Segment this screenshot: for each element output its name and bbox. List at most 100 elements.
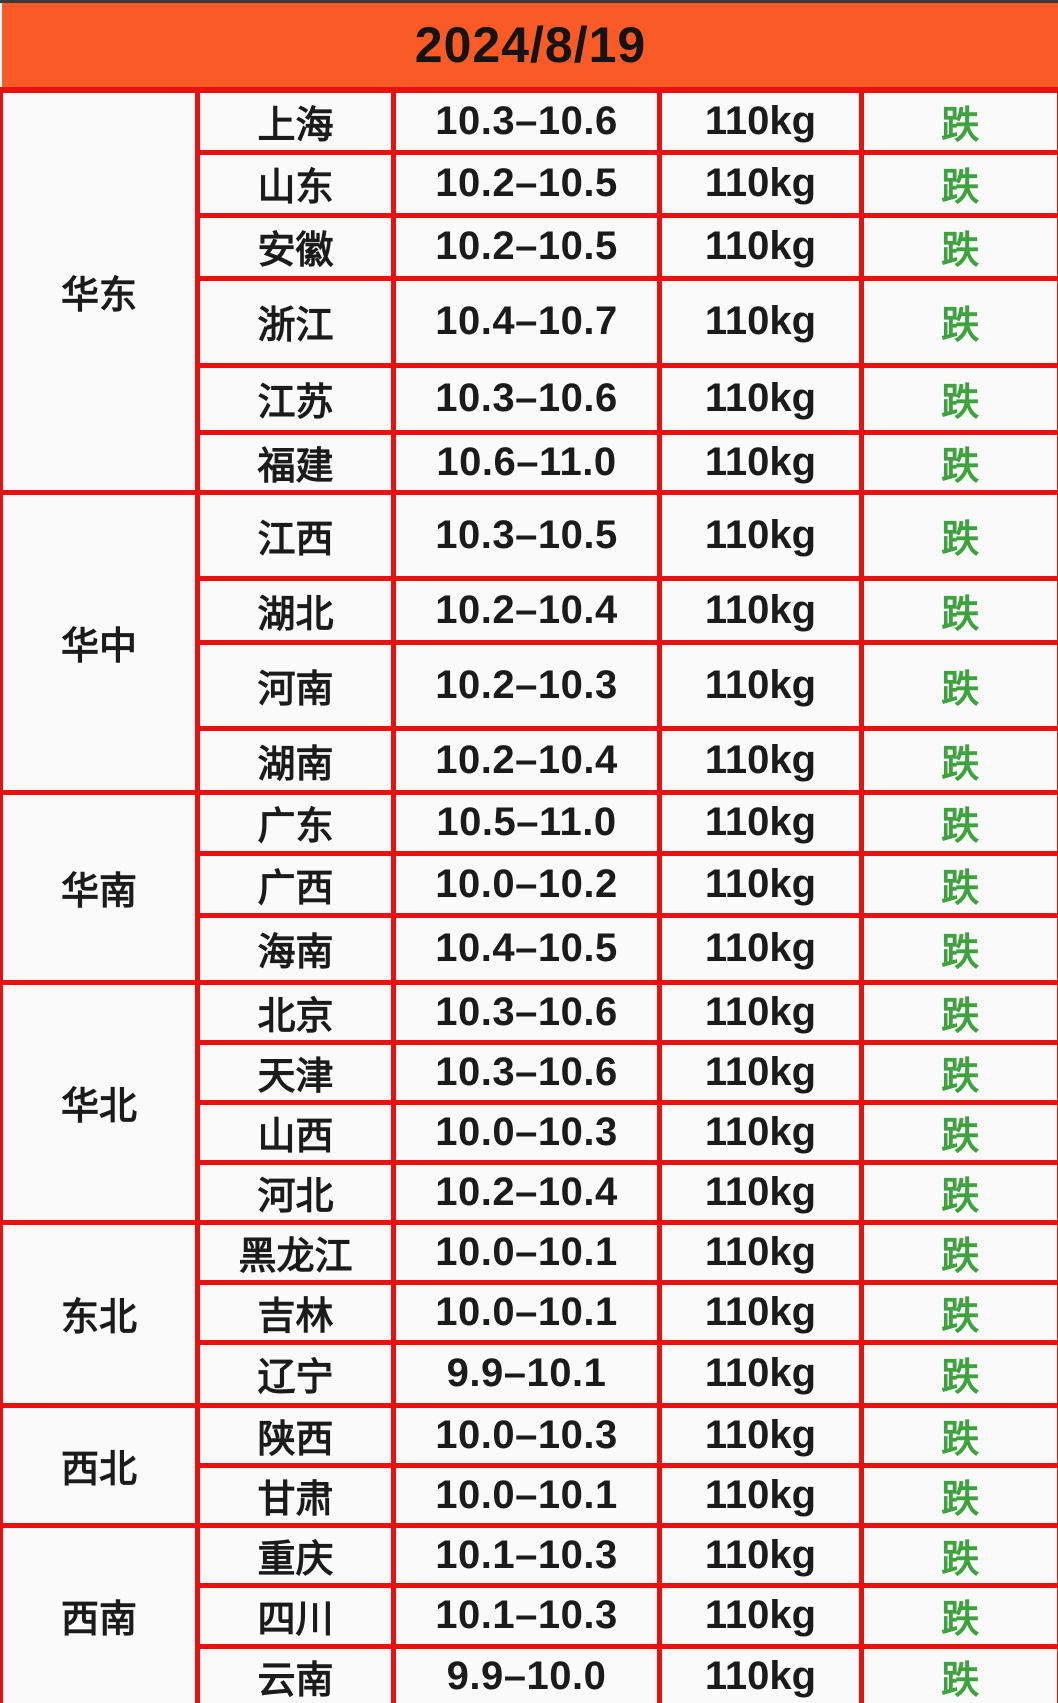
header-row: 2024/8/19 xyxy=(1,3,1058,93)
weight-cell: 110kg xyxy=(657,149,864,218)
province-cell: 云南 xyxy=(196,1643,396,1703)
status-cell: 跌 xyxy=(859,1279,1058,1345)
price-range-cell: 10.3–10.6 xyxy=(391,87,662,155)
status-cell: 跌 xyxy=(859,1643,1058,1703)
weight-cell: 110kg xyxy=(657,362,864,435)
table-row: 华东 上海 10.3–10.6 110kg 跌 xyxy=(0,87,1058,495)
weight-cell: 110kg xyxy=(657,1219,864,1285)
table-row: 河南 10.2–10.3 110kg 跌 xyxy=(2,639,1058,731)
status-cell: 跌 xyxy=(859,979,1058,1045)
region-cell: 华北 xyxy=(0,979,200,1225)
region-cell: 华东 xyxy=(0,87,200,495)
table-row: 天津 10.3–10.6 110kg 跌 xyxy=(2,1039,1058,1105)
status-cell: 跌 xyxy=(859,362,1058,435)
province-cell: 浙江 xyxy=(196,275,396,368)
table-row: 西北 陕西 10.0–10.3 110kg 跌 xyxy=(0,1402,1058,1528)
status-cell: 跌 xyxy=(859,575,1058,645)
price-range-cell: 10.0–10.3 xyxy=(391,1099,662,1165)
price-range-cell: 10.0–10.1 xyxy=(391,1219,662,1285)
weight-cell: 110kg xyxy=(657,1643,864,1703)
weight-cell: 110kg xyxy=(657,1339,864,1408)
weight-cell: 110kg xyxy=(657,912,864,985)
status-cell: 跌 xyxy=(859,1219,1058,1285)
province-cell: 海南 xyxy=(196,912,396,985)
table-row: 华南 广东 10.5–11.0 110kg 跌 xyxy=(0,789,1058,985)
price-range-cell: 10.5–11.0 xyxy=(391,789,662,856)
status-cell: 跌 xyxy=(859,1159,1058,1225)
province-cell: 甘肃 xyxy=(196,1462,396,1528)
province-cell: 山东 xyxy=(196,149,396,218)
table-row: 广西 10.0–10.2 110kg 跌 xyxy=(2,850,1058,918)
status-cell: 跌 xyxy=(859,725,1058,795)
table-row: 甘肃 10.0–10.1 110kg 跌 xyxy=(2,1462,1058,1528)
date-header: 2024/8/19 xyxy=(1,3,1058,93)
status-cell: 跌 xyxy=(859,912,1058,985)
province-cell: 湖北 xyxy=(196,575,396,645)
weight-cell: 110kg xyxy=(657,639,864,731)
table-row: 山西 10.0–10.3 110kg 跌 xyxy=(2,1099,1058,1165)
status-cell: 跌 xyxy=(859,149,1058,218)
status-cell: 跌 xyxy=(859,429,1058,495)
top-divider-line xyxy=(0,0,1058,3)
price-range-cell: 10.4–10.5 xyxy=(391,912,662,985)
weight-cell: 110kg xyxy=(657,575,864,645)
province-cell: 安徽 xyxy=(196,212,396,281)
status-cell: 跌 xyxy=(859,1099,1058,1165)
status-cell: 跌 xyxy=(859,850,1058,918)
province-cell: 广东 xyxy=(195,789,396,856)
region-cell: 东北 xyxy=(0,1219,200,1408)
table-row: 江苏 10.3–10.6 110kg 跌 xyxy=(2,362,1058,435)
price-range-cell: 10.3–10.6 xyxy=(391,979,662,1045)
table-row: 云南 9.9–10.0 110kg 跌 xyxy=(2,1643,1058,1703)
status-cell: 跌 xyxy=(859,275,1058,368)
status-cell: 跌 xyxy=(859,789,1058,856)
weight-cell: 110kg xyxy=(657,725,864,795)
price-range-cell: 10.2–10.3 xyxy=(391,639,662,731)
table-row: 浙江 10.4–10.7 110kg 跌 xyxy=(2,275,1058,368)
province-cell: 黑龙江 xyxy=(195,1219,396,1285)
province-cell: 广西 xyxy=(196,850,396,918)
weight-cell: 110kg xyxy=(657,212,864,281)
table-row: 安徽 10.2–10.5 110kg 跌 xyxy=(2,212,1058,281)
price-range-cell: 10.6–11.0 xyxy=(391,429,662,495)
table-row: 湖北 10.2–10.4 110kg 跌 xyxy=(2,575,1058,645)
weight-cell: 110kg xyxy=(657,275,864,368)
price-range-cell: 10.3–10.6 xyxy=(391,362,662,435)
weight-cell: 110kg xyxy=(657,489,864,581)
price-range-cell: 10.1–10.3 xyxy=(391,1522,662,1588)
weight-cell: 110kg xyxy=(657,1099,864,1165)
table-row: 东北 黑龙江 10.0–10.1 110kg 跌 xyxy=(0,1219,1058,1408)
status-cell: 跌 xyxy=(859,1582,1058,1649)
weight-cell: 110kg xyxy=(657,1159,864,1225)
status-cell: 跌 xyxy=(859,1339,1058,1408)
price-range-cell: 10.2–10.5 xyxy=(391,212,662,281)
price-range-cell: 10.0–10.2 xyxy=(391,850,662,918)
province-cell: 重庆 xyxy=(195,1522,396,1588)
weight-cell: 110kg xyxy=(657,1039,864,1105)
weight-cell: 110kg xyxy=(657,1462,864,1528)
region-cell: 西南 xyxy=(0,1522,200,1703)
price-range-cell: 10.2–10.4 xyxy=(391,1159,662,1225)
price-range-cell: 9.9–10.0 xyxy=(391,1643,662,1703)
price-range-cell: 10.2–10.4 xyxy=(391,725,662,795)
weight-cell: 110kg xyxy=(657,789,864,856)
table-row: 华中 江西 10.3–10.5 110kg 跌 xyxy=(0,489,1058,795)
price-range-cell: 10.1–10.3 xyxy=(391,1582,662,1649)
province-cell: 湖南 xyxy=(196,725,396,795)
province-cell: 江苏 xyxy=(196,362,396,435)
weight-cell: 110kg xyxy=(657,429,864,495)
price-range-cell: 10.2–10.4 xyxy=(391,575,662,645)
price-range-cell: 10.0–10.3 xyxy=(391,1402,662,1468)
price-range-cell: 10.3–10.5 xyxy=(391,489,662,581)
province-cell: 吉林 xyxy=(196,1279,396,1345)
province-cell: 天津 xyxy=(196,1039,396,1105)
price-range-cell: 10.3–10.6 xyxy=(391,1039,662,1105)
status-cell: 跌 xyxy=(859,1039,1058,1105)
table-row: 西南 重庆 10.1–10.3 110kg 跌 xyxy=(0,1522,1058,1703)
table-row: 海南 10.4–10.5 110kg 跌 xyxy=(2,912,1058,985)
province-cell: 山西 xyxy=(196,1099,396,1165)
weight-cell: 110kg xyxy=(657,1402,864,1468)
price-range-cell: 9.9–10.1 xyxy=(391,1339,662,1408)
weight-cell: 110kg xyxy=(657,87,864,155)
